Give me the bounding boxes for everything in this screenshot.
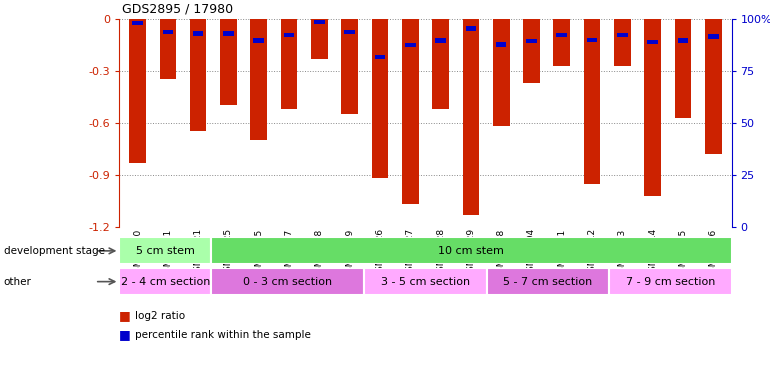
Bar (432, 19, 449, 109)
Bar (526, 39, 537, 44)
Text: log2 ratio: log2 ratio (135, 311, 185, 321)
Bar (344, 30, 355, 34)
Text: 7 - 9 cm section: 7 - 9 cm section (625, 277, 715, 286)
Bar (284, 33, 294, 37)
Bar (129, 19, 146, 163)
Bar (250, 19, 267, 140)
Bar (159, 19, 176, 80)
Bar (211, 268, 364, 295)
Bar (311, 19, 328, 58)
Bar (253, 38, 264, 43)
Bar (192, 31, 203, 36)
Bar (554, 19, 570, 66)
Bar (463, 19, 479, 215)
Bar (648, 40, 658, 44)
Text: ■: ■ (119, 309, 131, 322)
Text: other: other (4, 277, 32, 286)
Bar (132, 21, 143, 25)
Bar (119, 237, 211, 264)
Bar (405, 43, 416, 47)
Text: 5 cm stem: 5 cm stem (136, 246, 195, 256)
Bar (617, 33, 628, 37)
Bar (557, 33, 567, 37)
Bar (523, 19, 540, 83)
Bar (375, 55, 385, 59)
Bar (708, 34, 718, 39)
Bar (281, 19, 297, 109)
Bar (587, 38, 598, 42)
Bar (675, 19, 691, 118)
Text: 5 - 7 cm section: 5 - 7 cm section (504, 277, 592, 286)
Bar (364, 268, 487, 295)
Bar (614, 19, 631, 66)
Text: development stage: development stage (4, 246, 105, 256)
Bar (644, 19, 661, 196)
Bar (435, 38, 446, 43)
Bar (372, 19, 388, 178)
Text: 3 - 5 cm section: 3 - 5 cm section (381, 277, 470, 286)
Bar (496, 42, 507, 47)
Text: 2 - 4 cm section: 2 - 4 cm section (121, 277, 210, 286)
Bar (162, 30, 173, 34)
Text: percentile rank within the sample: percentile rank within the sample (135, 330, 310, 339)
Bar (493, 19, 510, 126)
Bar (402, 19, 419, 204)
Bar (223, 32, 234, 36)
Bar (487, 268, 609, 295)
Bar (678, 38, 688, 43)
Bar (705, 19, 721, 154)
Bar (119, 268, 211, 295)
Bar (211, 237, 732, 264)
Bar (609, 268, 732, 295)
Bar (220, 19, 237, 105)
Text: 10 cm stem: 10 cm stem (438, 246, 504, 256)
Text: ■: ■ (119, 328, 131, 341)
Bar (584, 19, 601, 183)
Bar (314, 20, 325, 24)
Bar (190, 19, 206, 132)
Text: 0 - 3 cm section: 0 - 3 cm section (243, 277, 332, 286)
Bar (341, 19, 358, 114)
Text: GDS2895 / 17980: GDS2895 / 17980 (122, 2, 233, 15)
Bar (466, 26, 476, 31)
